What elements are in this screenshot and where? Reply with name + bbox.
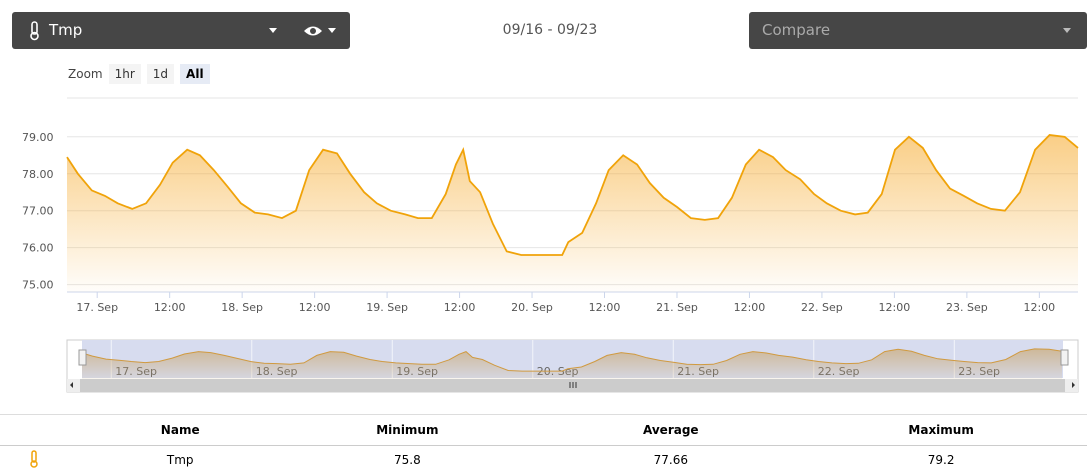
x-tick-label: 23. Sep xyxy=(946,301,988,314)
x-tick-label: 12:00 xyxy=(299,301,331,314)
y-tick-label: 79.00 xyxy=(22,131,54,144)
thermometer-icon xyxy=(28,450,40,468)
x-tick-label: 12:00 xyxy=(589,301,621,314)
x-tick-label: 21. Sep xyxy=(656,301,698,314)
stats-table: Name Minimum Average Maximum Tmp 75.8 77… xyxy=(0,414,1087,474)
x-tick-label: 12:00 xyxy=(444,301,476,314)
table-header: Name xyxy=(92,415,268,446)
x-tick-label: 17. Sep xyxy=(76,301,118,314)
x-tick-label: 12:00 xyxy=(154,301,186,314)
navigator-handle[interactable] xyxy=(1061,350,1068,365)
x-tick-label: 12:00 xyxy=(879,301,911,314)
y-tick-label: 75.00 xyxy=(22,279,54,292)
navigator-handle[interactable] xyxy=(79,350,86,365)
x-tick-label: 12:00 xyxy=(1023,301,1055,314)
table-cell: Tmp xyxy=(92,446,268,474)
x-tick-label: 22. Sep xyxy=(801,301,843,314)
area xyxy=(67,135,1078,292)
y-tick-label: 76.00 xyxy=(22,242,54,255)
x-tick-label: 12:00 xyxy=(734,301,766,314)
row-icon xyxy=(0,446,92,474)
x-tick-label: 19. Sep xyxy=(366,301,408,314)
y-tick-label: 78.00 xyxy=(22,168,54,181)
x-tick-label: 20. Sep xyxy=(511,301,553,314)
table-header: Maximum xyxy=(795,415,1087,446)
table-header: Minimum xyxy=(268,415,546,446)
x-tick-label: 18. Sep xyxy=(221,301,263,314)
table-cell: 75.8 xyxy=(268,446,546,474)
y-tick-label: 77.00 xyxy=(22,205,54,218)
table-header: Average xyxy=(546,415,795,446)
table-cell: 77.66 xyxy=(546,446,795,474)
table-cell: 79.2 xyxy=(795,446,1087,474)
icon-header xyxy=(0,415,92,446)
